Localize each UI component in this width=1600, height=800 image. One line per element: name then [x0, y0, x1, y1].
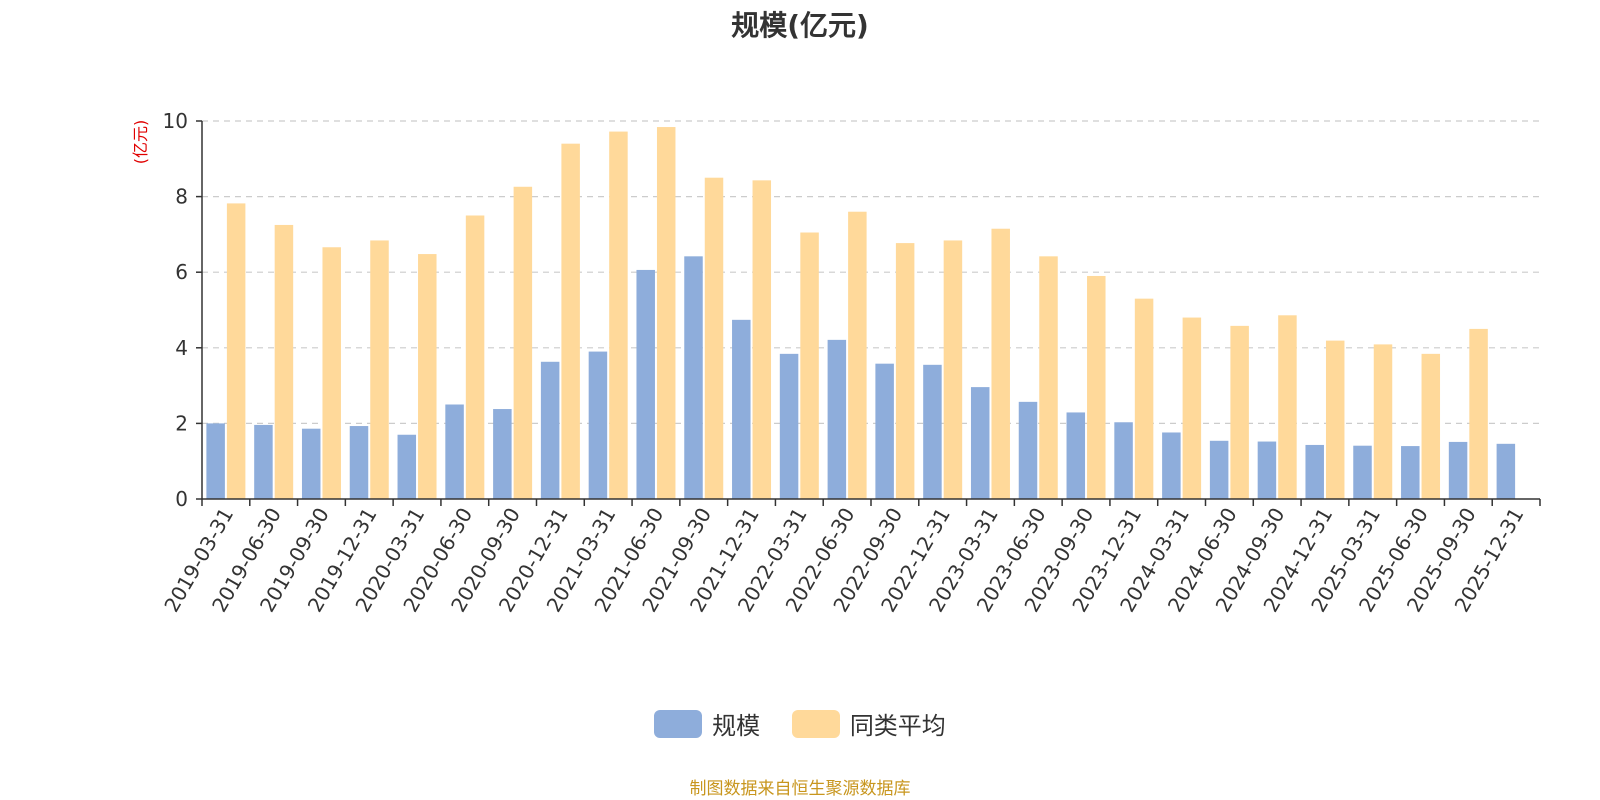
- bar-scale[interactable]: [1448, 441, 1468, 499]
- legend-label-peer-average: 同类平均: [849, 712, 946, 740]
- bar-peer-average[interactable]: [1373, 344, 1393, 499]
- bar-scale[interactable]: [254, 424, 273, 499]
- bar-scale[interactable]: [1066, 412, 1086, 499]
- bar-peer-average[interactable]: [1469, 328, 1488, 499]
- bar-scale[interactable]: [636, 269, 655, 499]
- bar-scale[interactable]: [397, 434, 417, 499]
- bar-peer-average[interactable]: [513, 186, 533, 499]
- y-tick-label: 4: [175, 336, 188, 360]
- bar-peer-average[interactable]: [1182, 317, 1202, 499]
- bar-scale[interactable]: [493, 409, 512, 499]
- bar-scale[interactable]: [445, 404, 464, 500]
- chart-title: 规模(亿元): [731, 9, 869, 42]
- bar-peer-average[interactable]: [704, 177, 724, 499]
- bar-peer-average[interactable]: [226, 203, 246, 500]
- bar-scale[interactable]: [875, 363, 894, 499]
- bar-peer-average[interactable]: [1421, 353, 1441, 499]
- bar-scale[interactable]: [1114, 422, 1133, 499]
- bar-peer-average[interactable]: [1325, 340, 1345, 499]
- data-source-note: 制图数据来自恒生聚源数据库: [689, 779, 911, 799]
- y-axis-label: (亿元): [131, 120, 150, 165]
- bar-peer-average[interactable]: [465, 215, 485, 500]
- bar-chart: 02468102019-03-312019-06-302019-09-30201…: [131, 109, 1541, 616]
- bar-peer-average[interactable]: [1278, 315, 1297, 499]
- y-tick-label: 10: [163, 109, 188, 133]
- legend: 规模 同类平均: [0, 706, 1600, 744]
- bar-peer-average[interactable]: [274, 224, 294, 499]
- bar-scale[interactable]: [206, 423, 225, 499]
- bar-scale[interactable]: [684, 256, 703, 499]
- bar-scale[interactable]: [301, 428, 321, 499]
- bar-peer-average[interactable]: [370, 240, 389, 499]
- y-tick-label: 2: [175, 411, 188, 435]
- bar-peer-average[interactable]: [895, 243, 915, 499]
- bar-scale[interactable]: [588, 351, 608, 499]
- bar-peer-average[interactable]: [561, 143, 580, 499]
- legend-swatch-peer-average: [791, 709, 840, 738]
- bar-peer-average[interactable]: [800, 232, 819, 499]
- bar-peer-average[interactable]: [609, 131, 628, 500]
- bar-scale[interactable]: [1496, 443, 1516, 499]
- bar-peer-average[interactable]: [418, 254, 437, 499]
- bar-scale[interactable]: [1353, 445, 1372, 499]
- bar-peer-average[interactable]: [1039, 256, 1058, 499]
- bar-peer-average[interactable]: [848, 211, 867, 499]
- bar-scale[interactable]: [1401, 446, 1420, 499]
- y-tick-label: 6: [175, 260, 188, 284]
- bar-scale[interactable]: [732, 319, 751, 499]
- bar-scale[interactable]: [1209, 440, 1229, 499]
- bar-scale[interactable]: [1257, 441, 1277, 499]
- y-tick-label: 8: [175, 185, 188, 209]
- bar-peer-average[interactable]: [943, 240, 963, 499]
- bar-scale[interactable]: [970, 387, 990, 499]
- bar-scale[interactable]: [349, 426, 369, 499]
- legend-item-scale[interactable]: 规模: [654, 706, 760, 741]
- bar-peer-average[interactable]: [752, 180, 772, 499]
- bar-peer-average[interactable]: [1087, 275, 1106, 499]
- legend-swatch-scale: [654, 709, 703, 738]
- bar-scale[interactable]: [540, 361, 560, 499]
- bar-scale[interactable]: [779, 353, 799, 499]
- bar-scale[interactable]: [1305, 444, 1324, 499]
- legend-label-scale: 规模: [712, 712, 761, 740]
- bar-peer-average[interactable]: [1230, 325, 1249, 499]
- y-tick-label: 0: [175, 487, 188, 511]
- bar-peer-average[interactable]: [656, 127, 676, 499]
- bar-scale[interactable]: [827, 339, 847, 499]
- bar-scale[interactable]: [1018, 401, 1038, 499]
- bar-peer-average[interactable]: [991, 228, 1010, 500]
- bars: [206, 127, 1516, 500]
- bar-peer-average[interactable]: [322, 247, 341, 499]
- bar-peer-average[interactable]: [1134, 298, 1154, 499]
- legend-item-peer-average[interactable]: 同类平均: [791, 706, 946, 741]
- bar-scale[interactable]: [1162, 432, 1181, 499]
- bar-scale[interactable]: [923, 364, 942, 499]
